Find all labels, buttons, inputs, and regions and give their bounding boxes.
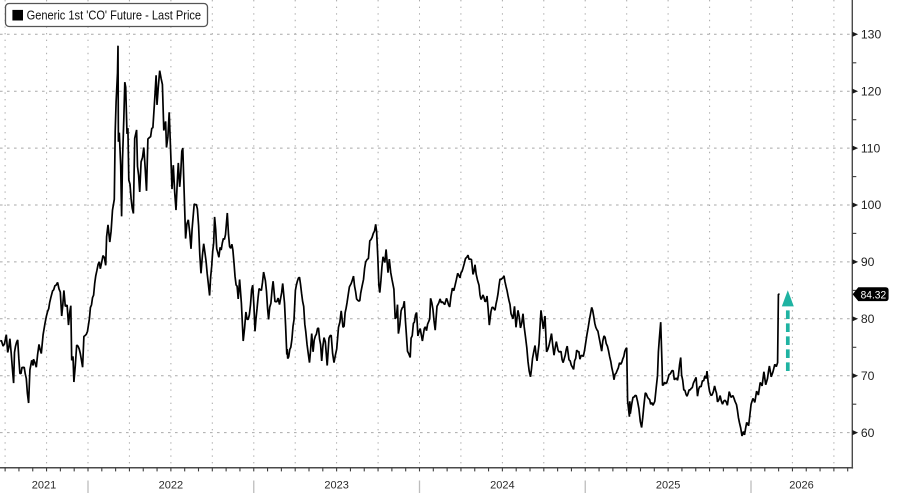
svg-text:110: 110 xyxy=(861,141,881,155)
svg-text:2024: 2024 xyxy=(490,480,514,492)
svg-text:120: 120 xyxy=(861,84,882,98)
svg-text:84.32: 84.32 xyxy=(861,289,887,301)
svg-text:2026: 2026 xyxy=(789,480,813,492)
svg-text:2025: 2025 xyxy=(656,480,680,492)
svg-text:2021: 2021 xyxy=(32,480,56,492)
svg-text:2022: 2022 xyxy=(159,480,183,492)
svg-text:100: 100 xyxy=(861,198,882,212)
svg-text:2023: 2023 xyxy=(324,480,348,492)
svg-text:90: 90 xyxy=(861,255,875,269)
svg-text:70: 70 xyxy=(861,369,875,383)
svg-text:60: 60 xyxy=(861,426,875,440)
svg-text:80: 80 xyxy=(861,312,875,326)
svg-text:130: 130 xyxy=(861,28,882,42)
svg-text:Generic 1st 'CO' Future - Last: Generic 1st 'CO' Future - Last Price xyxy=(27,8,202,22)
